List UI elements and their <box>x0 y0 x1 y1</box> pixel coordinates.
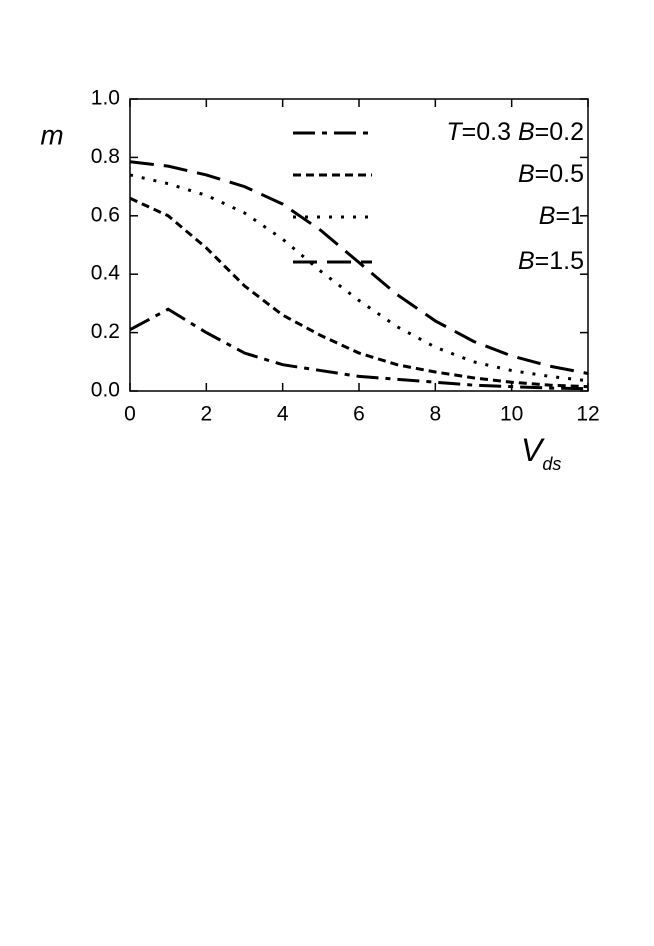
legend-label: B=0.5 <box>518 160 584 188</box>
y-tick-label: 0.0 <box>91 379 120 402</box>
y-tick-label: 1.0 <box>91 87 120 110</box>
y-tick-label: 0.6 <box>91 203 120 226</box>
y-tick-label: 0.4 <box>91 262 121 285</box>
x-axis-label: Vds <box>521 432 561 473</box>
legend-label: T=0.3 B=0.2 <box>446 118 584 146</box>
series-line <box>129 160 589 375</box>
legend-label: B=1.5 <box>518 247 584 275</box>
y-tick-label: 0.8 <box>91 145 120 168</box>
legend-label: B=1 <box>539 202 584 230</box>
x-tick-label: 12 <box>576 403 599 426</box>
x-tick-label: 4 <box>277 403 289 426</box>
series-line <box>129 196 589 389</box>
y-axis-label: m <box>40 119 63 150</box>
series-line <box>129 307 589 391</box>
x-axis-label-main: V <box>521 432 545 468</box>
x-tick-label: 8 <box>429 403 441 426</box>
series-line <box>129 173 589 383</box>
x-tick-label: 0 <box>124 403 136 426</box>
x-tick-label: 2 <box>200 403 212 426</box>
x-tick-label: 6 <box>353 403 365 426</box>
x-axis-label-subscript: ds <box>542 454 561 474</box>
x-tick-label: 10 <box>500 403 523 426</box>
y-tick-label: 0.2 <box>91 320 120 343</box>
